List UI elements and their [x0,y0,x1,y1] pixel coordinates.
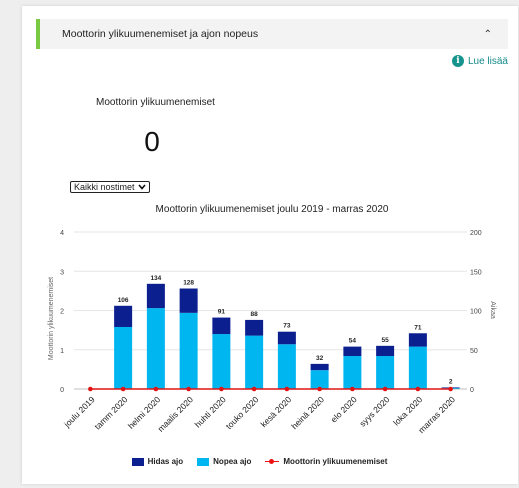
bar-hidas-ajo [376,345,395,357]
bar-total-label: 71 [414,324,422,331]
bar-nopea-ajo [114,326,133,389]
overheat-point [350,386,355,392]
overheat-point [415,386,421,392]
bar-total-label: 2 [449,378,453,385]
bar-hidas-ajo [212,317,231,335]
bar-total-label: 88 [251,311,259,318]
y-tick-left: 0 [60,387,64,394]
overheat-point [382,386,388,392]
x-tick-label: loka 2020 [391,394,424,427]
bar-total-label: 32 [316,355,324,362]
overheat-point [88,386,93,392]
legend-item-slow[interactable]: Hidas ajo [131,457,184,466]
info-icon: i [451,55,464,67]
bar-nopea-ajo [179,312,198,389]
bar-total-label: 91 [218,309,226,316]
y-axis-label-right: Aikaa [489,301,496,319]
y-tick-right: 50 [470,348,478,355]
bar-nopea-ajo [343,356,362,389]
y-tick-right: 100 [470,309,482,316]
bar-hidas-ajo [179,288,198,313]
legend-swatch-fast [197,457,210,466]
x-tick-label: elo 2020 [329,394,359,424]
bar-hidas-ajo [245,319,264,336]
x-tick-label: syys 2020 [357,394,391,428]
bar-nopea-ajo [146,308,165,389]
y-tick-left: 3 [60,269,64,276]
legend-swatch-slow [131,457,144,466]
bar-total-label: 106 [118,297,129,304]
bar-hidas-ajo [310,363,329,371]
overheat-point [448,386,453,392]
overheat-point [120,386,126,392]
bar-nopea-ajo [408,346,427,389]
overheat-point [186,386,191,392]
y-tick-left: 4 [60,230,64,237]
bar-total-label: 134 [150,275,161,282]
bar-total-label: 73 [283,323,291,330]
legend-swatch-overheat [265,458,280,466]
read-more-label: Lue lisää [467,55,508,67]
legend-label-fast: Nopea ajo [213,457,252,466]
bar-total-label: 54 [349,338,357,345]
bar-total-label: 128 [183,280,194,287]
legend-item-overheat[interactable]: Moottorin ylikuumenemiset [265,457,387,466]
y-axis-label-left: Moottorin ylikuumenemiset [48,277,55,360]
x-tick-label: tamm 2020 [92,394,129,431]
bar-nopea-ajo [310,370,329,389]
y-tick-right: 0 [470,387,474,394]
y-tick-left: 1 [60,348,64,355]
bar-hidas-ajo [408,333,427,347]
overheat-point [219,386,224,392]
overheat-point [317,386,322,392]
chart-title: Moottorin ylikuumenemiset joulu 2019 - m… [155,204,389,215]
y-tick-right: 200 [470,230,482,237]
legend-label-overheat: Moottorin ylikuumenemiset [283,457,388,466]
read-more-link[interactable]: i Lue lisää [451,55,508,67]
overheat-point [284,386,290,392]
bar-nopea-ajo [212,334,231,389]
bar-total-label: 55 [382,337,390,344]
bar-hidas-ajo [277,331,296,345]
x-tick-label: heinä 2020 [289,394,326,431]
y-tick-left: 2 [60,309,64,316]
bar-hidas-ajo [114,305,133,327]
bar-nopea-ajo [277,344,296,389]
panel-header[interactable]: Moottorin ylikuumenemiset ja ajon nopeus… [36,19,508,49]
stat-value: 0 [144,126,160,157]
bar-nopea-ajo [245,335,264,389]
chevron-up-icon[interactable]: ⌃ [483,28,492,40]
bar-hidas-ajo [146,283,165,309]
y-tick-right: 150 [470,269,482,276]
legend-item-fast[interactable]: Nopea ajo [197,457,251,466]
overheat-point [251,386,257,392]
legend-label-slow: Hidas ajo [147,457,184,466]
chevron-down-icon [137,184,146,190]
x-tick-label: maalis 2020 [156,394,196,434]
bar-nopea-ajo [376,356,395,389]
panel-title: Moottorin ylikuumenemiset ja ajon nopeus [62,28,259,40]
hoist-filter-select[interactable]: Kaikki nostimet [70,181,150,193]
overheat-point [153,386,159,392]
report-card [22,6,518,484]
overheating-speed-chart: 0 1 2 3 4 0 50 100 150 200 Moottorin ylikuumenemis… [48,230,496,435]
x-tick-label: touko 2020 [224,394,261,431]
bar-hidas-ajo [343,346,362,357]
hoist-filter-value: Kaikki nostimet [74,182,135,192]
stat-label: Moottorin ylikuumenemiset [96,97,215,108]
chart-legend: Hidas ajo Nopea ajo Moottorin ylikuumene… [0,457,519,466]
